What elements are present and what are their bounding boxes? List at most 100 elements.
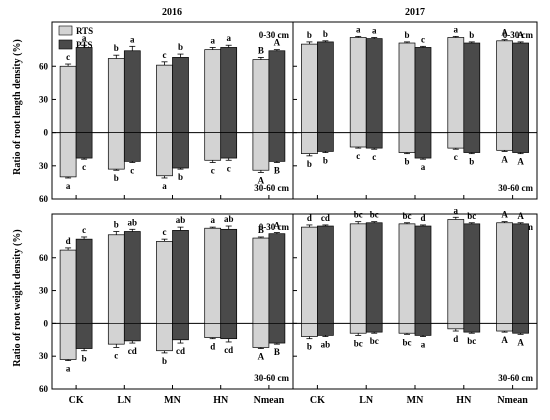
- bar-rts-top: [59, 65, 77, 133]
- x-tick-label: HN: [213, 395, 229, 406]
- bar-pts-bottom: [123, 323, 141, 342]
- legend: RTS PTS: [58, 25, 93, 50]
- significance-label: a: [454, 24, 459, 34]
- significance-label: cd: [128, 346, 137, 356]
- bar-pts-top: [172, 230, 189, 324]
- significance-label: a: [372, 25, 377, 35]
- significance-label: b: [323, 156, 328, 166]
- significance-label: ab: [128, 217, 138, 227]
- bar-pts-bottom: [268, 132, 286, 162]
- y-tick-label: 0: [44, 318, 49, 328]
- legend-swatch-rts: [58, 25, 73, 36]
- bar-pts-bottom: [512, 323, 529, 334]
- bar-rts-top: [252, 237, 270, 324]
- bar-rts-bottom: [301, 132, 318, 154]
- layer-label-bottom: 30-60 cm: [254, 373, 289, 383]
- bar-rts-top: [156, 64, 173, 133]
- bar-rts-top: [204, 227, 222, 324]
- bar-rts-bottom: [496, 132, 513, 151]
- bar-rts-top: [447, 219, 465, 324]
- bar-pts-bottom: [463, 132, 481, 153]
- layer-label-top: 0-30 cm: [259, 30, 290, 40]
- x-tick-label: MN: [407, 395, 424, 406]
- significance-label: a: [421, 340, 426, 350]
- y-tick-label: 60: [39, 384, 49, 394]
- bar-rts-top: [59, 249, 77, 324]
- significance-label: a: [66, 364, 71, 374]
- significance-label: b: [307, 30, 312, 40]
- bar-rts-top: [107, 234, 125, 324]
- bar-pts-bottom: [75, 132, 93, 159]
- significance-label: c: [227, 163, 231, 173]
- bar-rts-top: [496, 40, 513, 133]
- significance-label: c: [163, 50, 167, 60]
- bar-pts-bottom: [317, 323, 334, 336]
- bar-pts-bottom: [414, 323, 432, 336]
- x-tick-label: HN: [456, 395, 472, 406]
- significance-label: b: [307, 342, 312, 352]
- bar-pts-bottom: [512, 132, 529, 153]
- bar-rts-top: [349, 37, 367, 133]
- significance-label: c: [114, 350, 118, 360]
- bar-rts-bottom: [59, 132, 77, 178]
- significance-label: A: [501, 28, 508, 38]
- bar-pts-bottom: [123, 132, 141, 162]
- bar-pts-top: [268, 50, 286, 133]
- significance-label: b: [404, 30, 409, 40]
- bar-rts-top: [107, 58, 125, 133]
- significance-label: A: [517, 211, 524, 221]
- bar-rts-bottom: [252, 323, 270, 348]
- significance-label: c: [356, 151, 360, 161]
- significance-label: b: [178, 42, 183, 52]
- bar-pts-top: [414, 225, 432, 324]
- bar-pts-bottom: [463, 323, 481, 333]
- bar-rts-bottom: [349, 323, 367, 334]
- bar-pts-bottom: [172, 323, 189, 341]
- bar-rts-top: [496, 222, 513, 324]
- bar-pts-top: [75, 238, 93, 324]
- y-axis-title-weight: Ratio of root weight density (%): [12, 229, 23, 366]
- year-title-2017: 2017: [405, 7, 425, 18]
- significance-label: b: [178, 172, 183, 182]
- bar-pts-top: [317, 41, 334, 133]
- layer-label-bottom: 30-60 cm: [498, 183, 533, 193]
- bar-pts-bottom: [220, 323, 238, 340]
- bar-pts-bottom: [317, 132, 334, 152]
- bar-rts-top: [398, 42, 416, 133]
- bar-rts-bottom: [398, 132, 416, 153]
- significance-label: cd: [176, 346, 185, 356]
- significance-label: b: [162, 356, 167, 366]
- bar-pts-top: [365, 38, 383, 133]
- significance-label: a: [162, 181, 167, 191]
- significance-label: c: [82, 225, 86, 235]
- significance-label: cd: [224, 345, 233, 355]
- y-tick-label: 30: [39, 351, 49, 361]
- x-tick-label: Nmean: [254, 395, 285, 406]
- layer-label-bottom: 30-60 cm: [498, 373, 533, 383]
- significance-label: b: [404, 157, 409, 167]
- bar-rts-top: [156, 240, 173, 324]
- bar-rts-bottom: [496, 323, 513, 332]
- significance-label: bc: [354, 210, 363, 220]
- significance-label: d: [453, 334, 458, 344]
- bar-pts-bottom: [414, 132, 432, 159]
- bar-rts-bottom: [252, 132, 270, 171]
- bar-rts-top: [349, 223, 367, 324]
- bar-pts-bottom: [75, 323, 93, 349]
- bar-pts-top: [414, 47, 432, 133]
- significance-label: a: [226, 33, 231, 43]
- bar-pts-bottom: [220, 132, 238, 159]
- significance-label: a: [130, 34, 135, 44]
- bar-pts-top: [317, 225, 334, 324]
- significance-label: ab: [224, 214, 234, 224]
- significance-label: A: [517, 157, 524, 167]
- bar-pts-top: [220, 47, 238, 133]
- bar-rts-bottom: [398, 323, 416, 334]
- significance-label: B: [274, 165, 280, 175]
- bar-rts-top: [252, 59, 270, 133]
- legend-label-rts: RTS: [76, 26, 93, 36]
- significance-label: A: [517, 337, 524, 347]
- bar-pts-top: [172, 57, 189, 133]
- significance-label: b: [307, 159, 312, 169]
